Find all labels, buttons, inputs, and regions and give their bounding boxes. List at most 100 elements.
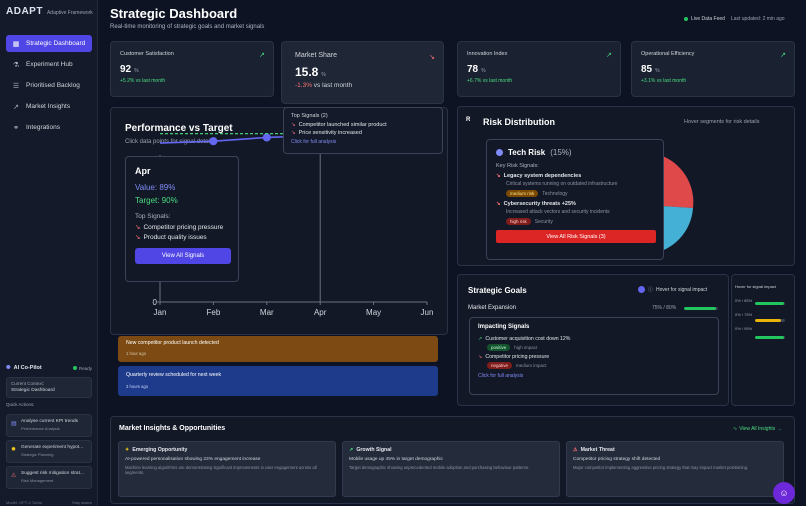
full-analysis-link[interactable]: Click for full analysis <box>291 139 337 145</box>
trend-down-icon: ↘ <box>291 122 296 128</box>
kpi-customer-satisfaction[interactable]: Customer Satisfaction ↗ 92% +5.2% vs las… <box>110 41 274 97</box>
view-all-signals-button[interactable]: View All Signals <box>135 248 231 264</box>
trend-down-icon: ↘ <box>496 173 501 179</box>
kpi-value: 92% <box>120 64 139 75</box>
y-tick-label: 0 <box>153 298 158 307</box>
kpi-operational-efficiency[interactable]: Operational Efficiency ↗ 85% +3.1% vs la… <box>631 41 795 97</box>
copilot-context: Current Context: Strategic Dashboard <box>6 377 92 398</box>
side-goal-bar <box>755 319 785 322</box>
view-all-insights-link[interactable]: ∿ View All Insights → <box>733 426 782 432</box>
x-tick-label: Jan <box>154 308 167 317</box>
tooltip-signals-label: Top Signals: <box>135 213 171 220</box>
page-title: Strategic Dashboard <box>110 6 238 21</box>
goal-progress-bar <box>684 307 718 310</box>
goal-progress-text: 75% / 80% <box>652 305 677 311</box>
kpi-label: Customer Satisfaction <box>120 51 174 57</box>
sidebar-item-integrations[interactable]: ⚭ Integrations <box>6 119 92 136</box>
sidebar-item-label: Integrations <box>26 124 60 131</box>
sidebar-item-prioritised-backlog[interactable]: ☰ Prioritised Backlog <box>6 77 92 94</box>
x-tick-label: Jun <box>421 308 434 317</box>
performance-title: Performance vs Target <box>125 123 233 134</box>
kpi-delta: -1.3% vs last month <box>295 82 353 89</box>
data-point[interactable] <box>209 137 218 146</box>
quick-action-risk[interactable]: ⚠ Suggest risk mitigation strat... Risk M… <box>6 466 92 489</box>
kpi-value: 85% <box>641 64 660 75</box>
quick-action-hypothesis[interactable]: ✹ Generate experiment hypot... Strategic … <box>6 440 92 463</box>
ready-dot <box>72 366 77 370</box>
trend-down-icon: ↘ <box>135 224 141 231</box>
bot-icon: ☺ <box>779 488 789 498</box>
notification-item[interactable]: New competitor product launch detected 1… <box>118 336 438 362</box>
trend-up-icon: ↗ <box>780 52 786 59</box>
risk-signal-meta: high risk Security <box>506 218 654 225</box>
brand: ADAPT Adaptive Framework <box>6 6 93 17</box>
signal-item: ↘ Competitor launched similar product <box>291 122 387 128</box>
tooltip-value: Value: 89% <box>135 183 176 192</box>
insight-card[interactable]: ↗ Growth Signal Mobile usage up 45% in tar… <box>342 441 560 497</box>
flask-icon: ⚗ <box>12 61 20 69</box>
chart-icon: ▤ <box>11 421 17 427</box>
context-label: Current Context: <box>11 381 45 386</box>
context-value: Strategic Dashboard <box>11 388 55 393</box>
notification-item[interactable]: Quarterly review scheduled for next week… <box>118 366 438 396</box>
brand-subtitle: Adaptive Framework <box>46 10 93 16</box>
kpi-innovation-index[interactable]: Innovation Index ↗ 78% +6.7% vs last mon… <box>457 41 621 97</box>
impact-tag: positive <box>487 344 511 351</box>
kpi-value: 78% <box>467 64 486 75</box>
status-bar: Live Data Feed Last updated: 2 min ago <box>684 16 785 22</box>
kpi-delta: +5.2% vs last month <box>120 78 166 84</box>
grid-icon: ▦ <box>12 40 20 48</box>
quick-action-analyse[interactable]: ▤ Analyse current KPI trends Performance … <box>6 414 92 437</box>
insight-icon: ✦ <box>125 447 130 453</box>
trend-down-icon: ↘ <box>135 234 141 241</box>
trend-icon: ↗ <box>13 103 19 111</box>
insight-desc: AI-powered personalisation showing 23% e… <box>125 457 261 462</box>
insight-card[interactable]: ⚠ Market Threat Competitor pricing strateg… <box>566 441 784 497</box>
kpi-delta: +3.1% vs last month <box>641 78 687 84</box>
kpi-market-share[interactable]: Market Share ↘ 15.8% -1.3% vs last month <box>281 41 444 104</box>
copilot-fab[interactable]: ☺ <box>773 482 795 504</box>
risk-level-badge: medium risk <box>506 190 539 197</box>
kpi-label: Innovation Index <box>467 51 508 57</box>
risk-signal-title: ↘ Cybersecurity threats +25% <box>496 201 576 207</box>
live-label: Live Data Feed <box>691 16 725 22</box>
footer-note: Stay aware <box>71 500 92 505</box>
data-point[interactable] <box>262 133 271 142</box>
risk-signal-desc: Critical systems running on outdated inf… <box>506 181 618 187</box>
live-dot <box>684 17 688 21</box>
full-analysis-link[interactable]: Click for full analysis <box>478 373 524 379</box>
insight-icon: ↗ <box>349 447 354 453</box>
sidebar-item-label: Prioritised Backlog <box>26 82 80 89</box>
x-tick-label: Mar <box>260 308 274 317</box>
goals-toggle <box>638 286 645 293</box>
insight-desc: Mobile usage up 45% in target demographi… <box>349 457 443 462</box>
copilot-status: Ready <box>72 366 92 371</box>
impacting-signals-tooltip: Impacting Signals ↗ Customer acquisition … <box>469 317 719 395</box>
insight-title: ✦ Emerging Opportunity <box>125 447 188 453</box>
side-goal-text: 0% / 75% <box>735 312 753 317</box>
quick-actions-label: Quick Actions: <box>6 402 35 407</box>
copilot-icon: ✺ <box>6 365 11 371</box>
view-all-risk-signals-button[interactable]: View All Risk Signals (3) <box>496 230 656 243</box>
sidebar-item-strategic-dashboard[interactable]: ▦ Strategic Dashboard <box>6 35 92 52</box>
info-icon: ⓘ <box>648 287 654 293</box>
risk-tooltip: Tech Risk (15%) Key Risk Signals: ↘ Legac… <box>486 139 664 260</box>
insight-desc: Competitor pricing strategy shift detect… <box>573 457 661 462</box>
insight-card[interactable]: ✦ Emerging Opportunity AI-powered personal… <box>118 441 336 497</box>
link-icon: ⚭ <box>13 124 19 132</box>
trend-down-icon: ↘ <box>429 54 435 61</box>
trend-up-icon: ↗ <box>478 336 483 342</box>
last-updated: Last updated: 2 min ago <box>730 16 785 22</box>
x-tick-label: Feb <box>207 308 221 317</box>
side-goal-text: 0% / 85% <box>735 298 753 303</box>
pulse-icon: ∿ <box>733 426 738 432</box>
sidebar-item-experiment-hub[interactable]: ⚗ Experiment Hub <box>6 56 92 73</box>
risk-signals-label: Key Risk Signals: <box>496 163 539 169</box>
sidebar-item-market-insights[interactable]: ↗ Market Insights <box>6 98 92 115</box>
kpi-delta: +6.7% vs last month <box>467 78 513 84</box>
signal-item: ↘ Price sensitivity increased <box>291 130 362 136</box>
copilot-header: ✺ AI Co-Pilot Ready <box>6 365 92 371</box>
trend-up-icon: ↗ <box>259 52 265 59</box>
risk-level-badge: high risk <box>506 218 531 225</box>
insight-detail: Major competitor implementing aggressive… <box>573 465 749 470</box>
